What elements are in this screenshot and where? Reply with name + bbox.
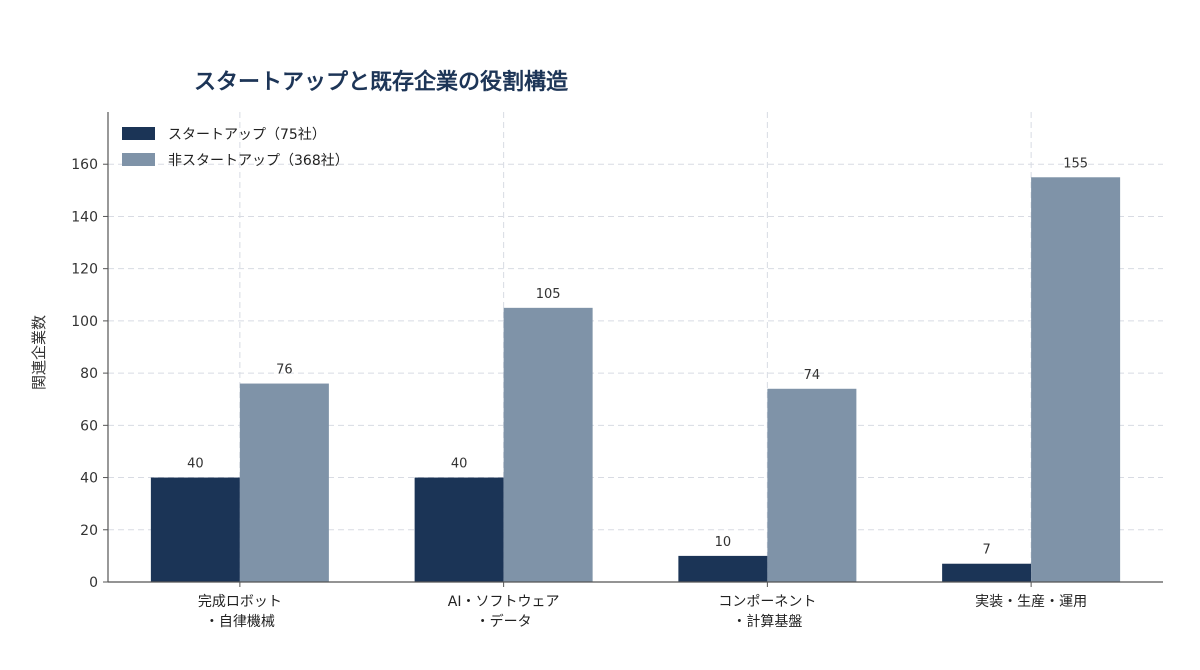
chart-title: スタートアップと既存企業の役割構造 <box>194 70 569 95</box>
bar <box>1031 177 1121 582</box>
bar <box>503 307 593 582</box>
data-label: 40 <box>451 457 468 472</box>
y-tick-label: 80 <box>80 366 98 382</box>
x-tick-label: 完成ロボット・自律機械 <box>198 594 282 630</box>
data-label: 105 <box>536 287 561 302</box>
x-tick-label: コンポーネント・計算基盤 <box>718 594 816 630</box>
y-tick-label: 140 <box>71 209 98 225</box>
data-label: 10 <box>715 535 732 550</box>
y-tick-label: 0 <box>89 575 98 591</box>
y-tick-label: 60 <box>80 418 98 434</box>
bar <box>150 477 240 582</box>
x-tick-label: 実装・生産・運用 <box>975 594 1087 610</box>
bar <box>942 563 1032 582</box>
data-label: 76 <box>276 363 293 378</box>
legend-swatch <box>122 127 155 140</box>
bar <box>414 477 504 582</box>
bar <box>239 383 329 582</box>
y-axis-label: 関連企業数 <box>30 314 48 390</box>
bar <box>678 555 768 582</box>
y-tick-label: 100 <box>71 314 98 330</box>
y-tick-label: 160 <box>71 157 98 173</box>
data-label: 7 <box>982 543 990 558</box>
legend-label: スタートアップ（75社） <box>168 127 326 143</box>
data-label: 155 <box>1063 156 1088 171</box>
y-tick-label: 40 <box>80 471 98 487</box>
x-tick-label: AI・ソフトウェア・データ <box>448 594 560 630</box>
y-tick-label: 120 <box>71 262 98 278</box>
legend-swatch <box>122 153 155 166</box>
data-label: 40 <box>187 457 204 472</box>
bar <box>767 388 857 582</box>
y-tick-label: 20 <box>80 523 98 539</box>
data-label: 74 <box>804 368 821 383</box>
legend-label: 非スタートアップ（368社） <box>168 153 349 169</box>
